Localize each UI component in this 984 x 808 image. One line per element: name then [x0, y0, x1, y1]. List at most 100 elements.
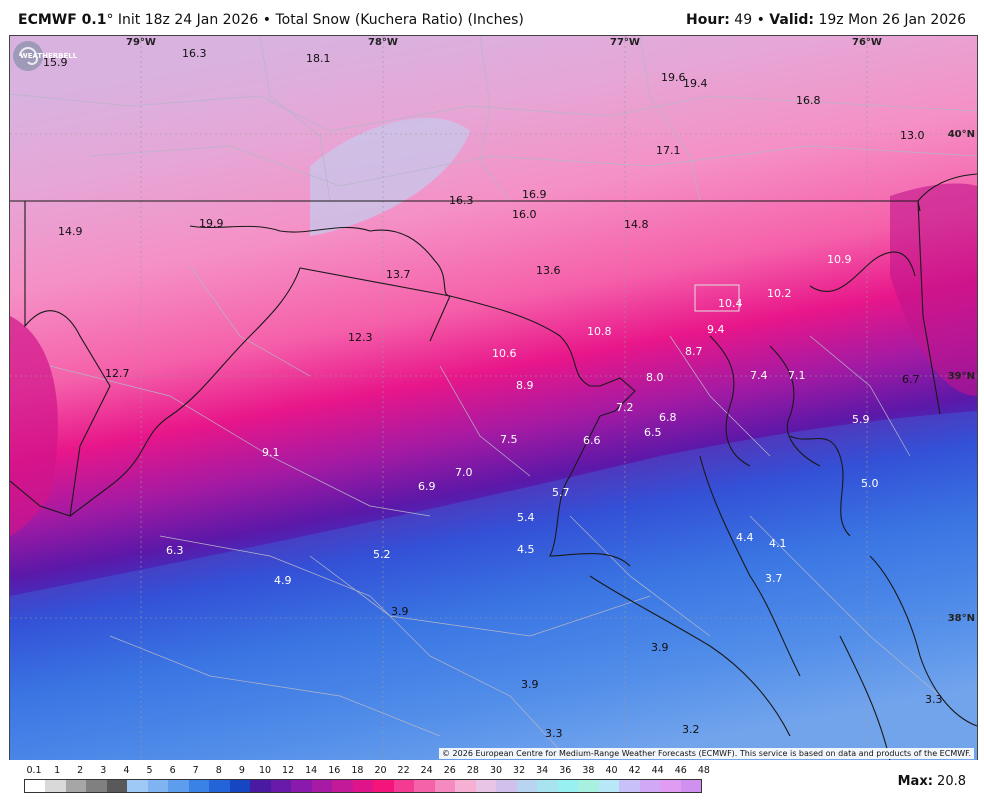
snow-value-label: 4.9	[274, 574, 292, 587]
snow-pocket-east	[890, 183, 977, 396]
legend-tick-label: 8	[215, 765, 222, 776]
legend-tick-label: 48	[697, 765, 710, 776]
snow-value-label: 4.1	[769, 537, 787, 550]
lon-77w: 77°W	[610, 37, 640, 48]
legend-tick-label: 12	[282, 765, 295, 776]
lat-labels: 40°N 39°N 38°N	[948, 129, 975, 624]
legend-swatch	[393, 780, 415, 792]
lon-labels: 79°W 78°W 77°W 76°W	[126, 37, 882, 48]
title-bullet: •	[262, 12, 271, 28]
legend-swatch	[352, 780, 374, 792]
legend: 0.1 1 2 3 4 5 6 7 8 9 10 12 14 16 18 20 22 24 26 28 30 32 34 36…	[0, 760, 984, 808]
map-canvas: 79°W 78°W 77°W 76°W 40°N 39°N 38°N 15.9 1…	[10, 36, 977, 761]
weatherbell-logo: WEATHERBELL	[13, 41, 78, 71]
legend-tick-label: 6	[169, 765, 176, 776]
init-time: Init 18z 24 Jan 2026	[117, 12, 259, 28]
snow-value-label: 15.9	[43, 56, 68, 69]
snow-value-label: 7.0	[455, 466, 473, 479]
legend-tick-label: 36	[559, 765, 572, 776]
snow-value-label: 5.0	[861, 477, 879, 490]
lon-79w: 79°W	[126, 37, 156, 48]
legend-colorbar	[24, 779, 702, 793]
snow-value-label: 16.9	[522, 188, 547, 201]
legend-tick-label: 18	[351, 765, 364, 776]
max-number: 20.8	[937, 774, 966, 789]
snow-value-label: 5.4	[517, 511, 535, 524]
legend-swatch	[127, 780, 148, 792]
degree-symbol: °	[106, 12, 114, 28]
snow-value-label: 6.9	[418, 480, 436, 493]
hour-label: Hour:	[686, 12, 730, 28]
snow-value-label: 3.9	[391, 605, 409, 618]
logo-text: WEATHERBELL	[20, 52, 78, 60]
snow-value-label: 5.7	[552, 486, 570, 499]
valid-value: 19z Mon 26 Jan 2026	[818, 12, 966, 28]
graticule	[10, 36, 977, 761]
snow-value-label: 17.1	[656, 144, 681, 157]
snow-value-label: 8.9	[516, 379, 534, 392]
model-name: ECMWF 0.1	[18, 12, 107, 28]
county-borders	[10, 36, 977, 761]
snow-value-label: 12.7	[105, 367, 130, 380]
legend-tick-label: 40	[605, 765, 618, 776]
snow-value-label: 10.6	[492, 347, 517, 360]
legend-swatch	[516, 780, 538, 792]
legend-swatch	[680, 780, 701, 792]
snow-value-label: 19.4	[683, 77, 708, 90]
snow-value-label: 13.0	[900, 129, 925, 142]
legend-tick-label: 26	[443, 765, 456, 776]
snow-value-label: 10.8	[587, 325, 612, 338]
dc-outline	[694, 284, 740, 312]
snow-value-label: 3.9	[651, 641, 669, 654]
max-label: Max:	[897, 774, 933, 789]
snow-value-label: 6.5	[644, 426, 662, 439]
snow-value-label: 5.2	[373, 548, 391, 561]
snow-value-label: 14.8	[624, 218, 649, 231]
snow-value-label: 6.8	[659, 411, 677, 424]
legend-ticks: 0.1 1 2 3 4 5 6 7 8 9 10 12 14 16 18 20 22 24 26 28 30 32 34 36…	[24, 765, 709, 777]
legend-swatch	[373, 780, 394, 792]
legend-tick-label: 22	[397, 765, 410, 776]
snow-value-label: 16.0	[512, 208, 537, 221]
product-name: Total Snow (Kuchera Ratio) (Inches)	[275, 12, 524, 28]
legend-tick-label: 7	[192, 765, 199, 776]
legend-swatch	[434, 780, 456, 792]
legend-swatch	[496, 780, 517, 792]
snow-value-label: 18.1	[306, 52, 331, 65]
legend-tick-label: 9	[238, 765, 245, 776]
header: ECMWF 0.1° Init 18z 24 Jan 2026 • Total …	[0, 0, 984, 34]
snow-map[interactable]: 79°W 78°W 77°W 76°W 40°N 39°N 38°N 15.9 1…	[9, 35, 978, 762]
snow-value-label: 5.9	[852, 413, 870, 426]
legend-swatch	[250, 780, 271, 792]
legend-tick-label: 10	[258, 765, 272, 776]
legend-tick-label: 30	[489, 765, 503, 776]
snow-pocket-west	[10, 316, 58, 536]
legend-tick-label: 20	[374, 765, 387, 776]
lon-76w: 76°W	[852, 37, 882, 48]
legend-swatch	[65, 780, 87, 792]
snow-value-label: 8.7	[685, 345, 703, 358]
snow-value-label: 16.3	[449, 194, 474, 207]
legend-swatch	[619, 780, 640, 792]
hour-value: 49	[734, 12, 753, 28]
lat-39n: 39°N	[948, 371, 975, 382]
legend-swatch	[86, 780, 107, 792]
snow-value-label: 14.9	[58, 225, 83, 238]
legend-swatch	[45, 780, 66, 792]
legend-swatch	[209, 780, 230, 792]
legend-swatch	[557, 780, 579, 792]
snow-value-label: 6.7	[902, 373, 920, 386]
snow-value-label: 10.2	[767, 287, 792, 300]
snow-value-label: 7.2	[616, 401, 634, 414]
snow-value-label: 13.6	[536, 264, 561, 277]
legend-tick-label: 38	[582, 765, 595, 776]
snow-value-label: 9.1	[262, 446, 280, 459]
legend-swatch	[147, 780, 169, 792]
legend-tick-label: 32	[513, 765, 526, 776]
snow-value-labels: 15.9 16.3 18.1 19.619.4 16.8 13.0 17.1 16.9 16.3…	[43, 47, 943, 740]
lon-78w: 78°W	[368, 37, 398, 48]
legend-swatch	[188, 780, 210, 792]
title-bullet-2: •	[756, 12, 765, 28]
valid-time-info: Hour: 49 • Valid: 19z Mon 26 Jan 2026	[686, 12, 966, 28]
legend-tick-label: 28	[466, 765, 479, 776]
